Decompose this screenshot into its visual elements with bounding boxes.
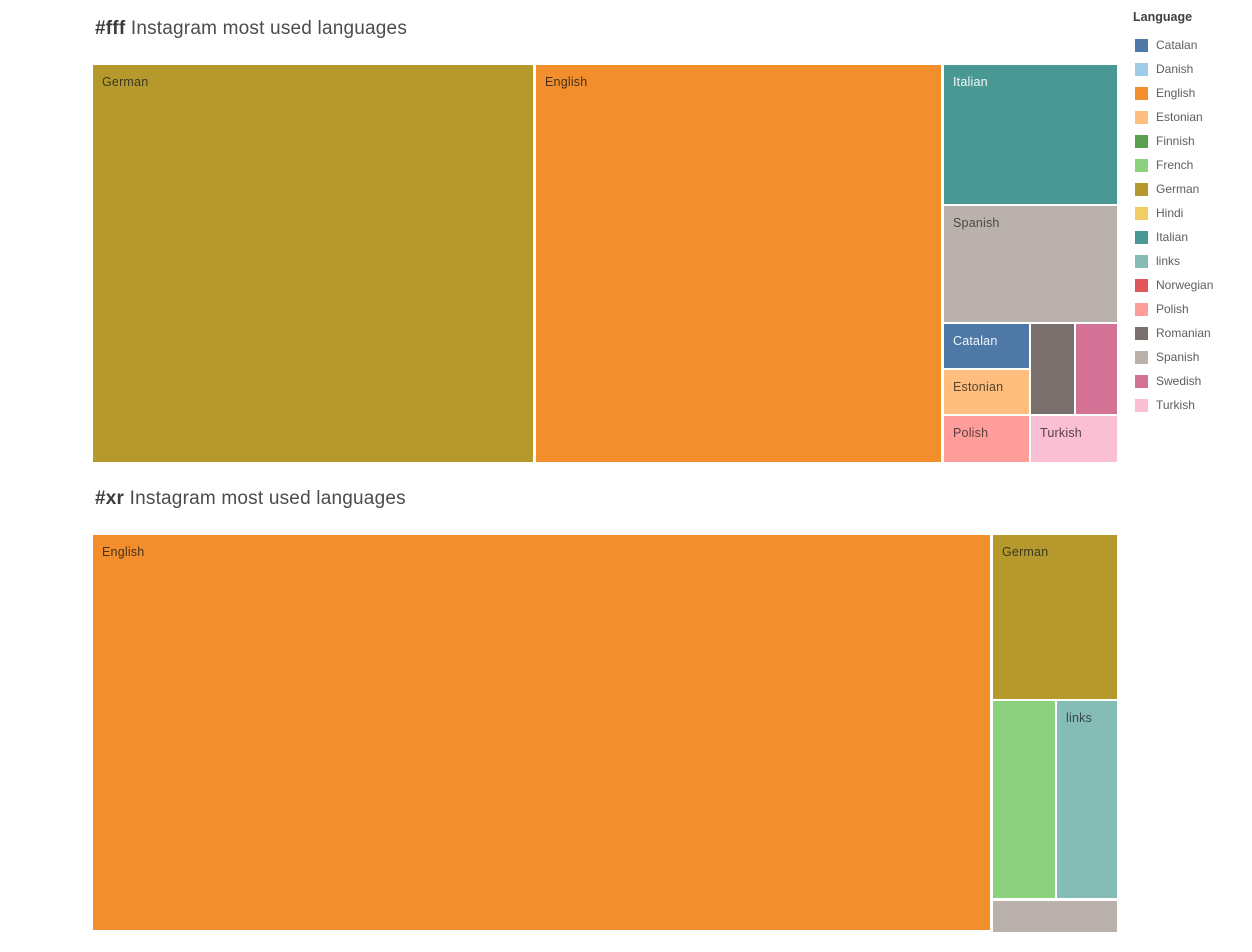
legend-item-label: French — [1156, 158, 1194, 172]
treemap-block-english[interactable]: English — [536, 65, 941, 462]
legend-item-catalan[interactable]: Catalan — [1131, 33, 1249, 57]
legend-items: Catalan Danish English Estonian Finnish Frenc… — [1131, 33, 1249, 417]
legend-item-label: Estonian — [1156, 110, 1203, 124]
legend-item-swedish[interactable]: Swedish — [1131, 369, 1249, 393]
legend-swatch-icon — [1135, 182, 1148, 196]
chart-title-text: Instagram most used languages — [124, 488, 406, 509]
treemap-fff: German English Italian Spanish Catalan Estoni… — [93, 65, 1117, 462]
chart-title-hashtag: #xr — [95, 488, 125, 509]
legend-swatch-icon — [1135, 302, 1148, 316]
legend-title: Language — [1133, 10, 1193, 24]
legend-swatch-icon — [1135, 110, 1148, 124]
chart-title-xr: #xr Instagram most used languages — [95, 486, 406, 512]
legend-swatch-icon — [1135, 230, 1148, 244]
legend-item-label: Turkish — [1156, 398, 1195, 412]
treemap-block-label: German — [102, 75, 149, 89]
legend-swatch-icon — [1135, 278, 1148, 292]
legend-item-finnish[interactable]: Finnish — [1131, 129, 1249, 153]
legend-item-romanian[interactable]: Romanian — [1131, 321, 1249, 345]
legend-item-label: Polish — [1156, 302, 1189, 316]
legend-swatch-icon — [1135, 86, 1148, 100]
legend-swatch-icon — [1135, 326, 1148, 340]
legend-item-english[interactable]: English — [1131, 81, 1249, 105]
legend-item-label: Catalan — [1156, 38, 1198, 52]
treemap-block-label: English — [545, 75, 588, 89]
treemap-block-label: links — [1066, 711, 1093, 725]
chart-title-hashtag: #fff — [95, 18, 126, 39]
treemap-block-english[interactable]: English — [93, 535, 990, 930]
legend-swatch-icon — [1135, 206, 1148, 220]
legend-item-norwegian[interactable]: Norwegian — [1131, 273, 1249, 297]
treemap-block-italian[interactable]: Italian — [944, 65, 1117, 204]
treemap-block-spanish[interactable]: Spanish — [944, 206, 1117, 322]
legend-swatch-icon — [1135, 374, 1148, 388]
treemap-block-turkish[interactable]: Turkish — [1031, 416, 1117, 462]
chart-title-fff: #fff Instagram most used languages — [95, 16, 407, 42]
legend-item-label: Spanish — [1156, 350, 1200, 364]
treemap-block-label: Italian — [953, 75, 988, 89]
legend-item-label: Norwegian — [1156, 278, 1214, 292]
treemap-block-label: German — [1002, 545, 1049, 559]
legend-item-german[interactable]: German — [1131, 177, 1249, 201]
treemap-block-german[interactable]: German — [93, 65, 533, 462]
treemap-block-spanish[interactable] — [993, 901, 1117, 932]
treemap-block-polish[interactable]: Polish — [944, 416, 1029, 462]
treemap-block-estonian[interactable]: Estonian — [944, 370, 1029, 414]
legend-item-polish[interactable]: Polish — [1131, 297, 1249, 321]
legend-swatch-icon — [1135, 158, 1148, 172]
legend-item-label: Swedish — [1156, 374, 1202, 388]
legend-item-danish[interactable]: Danish — [1131, 57, 1249, 81]
legend-item-hindi[interactable]: Hindi — [1131, 201, 1249, 225]
treemap-block-romanian[interactable] — [1031, 324, 1074, 414]
legend-swatch-icon — [1135, 38, 1148, 52]
legend-item-turkish[interactable]: Turkish — [1131, 393, 1249, 417]
treemap-block-label: Catalan — [953, 334, 998, 348]
treemap-block-swedish[interactable] — [1076, 324, 1117, 414]
legend-item-label: Italian — [1156, 230, 1189, 244]
treemap-block-label: Spanish — [953, 216, 1000, 230]
legend-item-label: Hindi — [1156, 206, 1184, 220]
legend-swatch-icon — [1135, 62, 1148, 76]
legend-item-label: German — [1156, 182, 1200, 196]
legend-item-label: English — [1156, 86, 1196, 100]
legend-item-italian[interactable]: Italian — [1131, 225, 1249, 249]
legend-item-label: Romanian — [1156, 326, 1211, 340]
legend: Language Catalan Danish English Estonian Fin… — [1131, 10, 1249, 417]
legend-item-spanish[interactable]: Spanish — [1131, 345, 1249, 369]
treemap-block-label: Estonian — [953, 380, 1004, 394]
legend-swatch-icon — [1135, 254, 1148, 268]
treemap-block-links[interactable]: links — [1057, 701, 1117, 898]
treemap-block-catalan[interactable]: Catalan — [944, 324, 1029, 368]
legend-swatch-icon — [1135, 134, 1148, 148]
treemap-xr: English German links — [93, 535, 1117, 932]
legend-item-label: links — [1156, 254, 1181, 268]
treemap-block-german[interactable]: German — [993, 535, 1117, 699]
legend-swatch-icon — [1135, 398, 1148, 412]
legend-item-french[interactable]: French — [1131, 153, 1249, 177]
treemap-block-label: Polish — [953, 426, 989, 440]
treemap-block-french[interactable] — [993, 701, 1055, 898]
legend-item-label: Finnish — [1156, 134, 1195, 148]
legend-swatch-icon — [1135, 350, 1148, 364]
legend-item-estonian[interactable]: Estonian — [1131, 105, 1249, 129]
legend-item-label: Danish — [1156, 62, 1194, 76]
chart-title-text: Instagram most used languages — [125, 18, 408, 39]
treemap-block-label: English — [102, 545, 145, 559]
legend-item-links[interactable]: links — [1131, 249, 1249, 273]
treemap-block-label: Turkish — [1040, 426, 1082, 440]
